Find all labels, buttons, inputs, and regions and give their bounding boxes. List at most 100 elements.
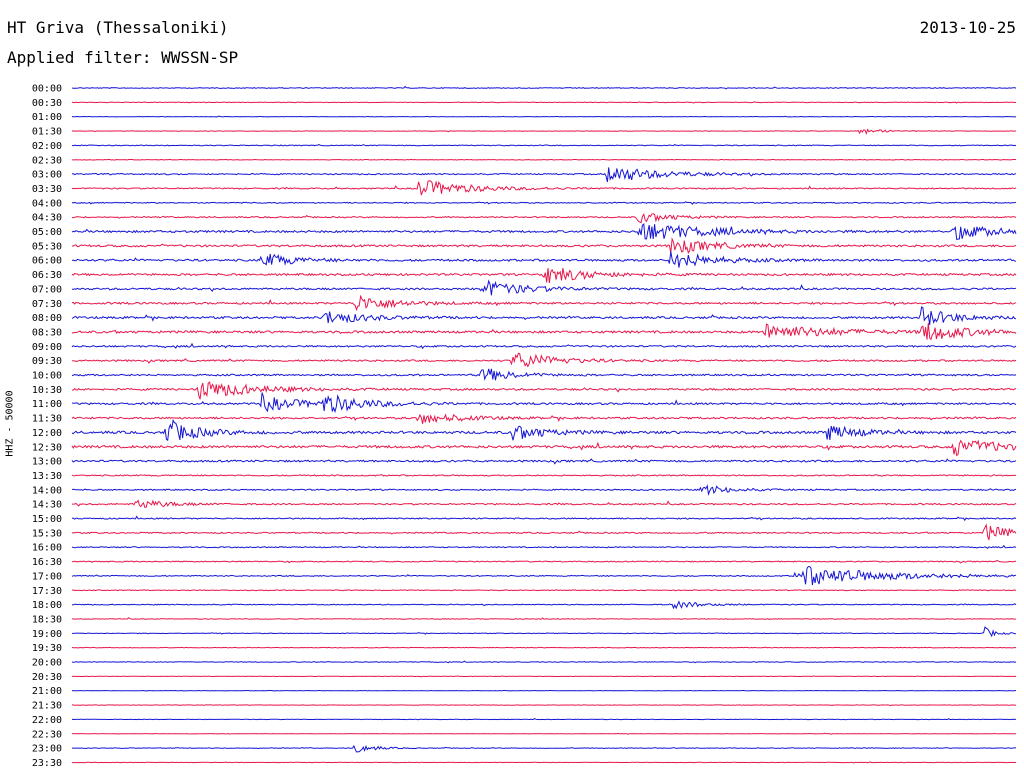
time-label: 16:00 <box>32 543 62 554</box>
seismic-trace-1400 <box>71 484 1017 496</box>
time-label: 08:30 <box>32 327 62 338</box>
time-label: 10:30 <box>32 385 62 396</box>
seismic-trace-0830 <box>71 322 1017 341</box>
seismic-trace-0600 <box>71 251 1017 268</box>
seismic-trace-1830 <box>72 617 1017 621</box>
time-label: 18:00 <box>32 600 62 611</box>
time-label: 02:00 <box>32 141 62 152</box>
time-label: 03:30 <box>32 184 62 195</box>
time-label: 11:00 <box>32 399 62 410</box>
seismic-trace-1330 <box>71 474 1017 477</box>
time-label: 20:00 <box>32 658 62 669</box>
seismic-trace-1130 <box>71 413 1017 424</box>
time-label: 04:30 <box>32 213 62 224</box>
time-label: 11:30 <box>32 414 62 425</box>
time-label: 08:00 <box>32 313 62 324</box>
seismic-trace-1000 <box>71 368 1017 381</box>
time-label: 23:30 <box>32 758 62 769</box>
seismic-trace-1630 <box>71 559 1017 564</box>
seismic-trace-0800 <box>71 306 1017 326</box>
seismic-trace-0700 <box>71 279 1017 296</box>
time-label: 07:00 <box>32 284 62 295</box>
seismic-trace-0400 <box>71 201 1017 206</box>
time-label: 17:00 <box>32 571 62 582</box>
seismic-trace-2230 <box>72 732 1016 735</box>
station-title: HT Griva (Thessaloniki) <box>7 18 229 37</box>
seismic-trace-0430 <box>71 212 1017 224</box>
seismic-trace-1300 <box>71 458 1017 465</box>
seismic-trace-2000 <box>71 660 1017 664</box>
seismic-trace-0300 <box>71 167 1017 183</box>
time-label: 21:30 <box>32 701 62 712</box>
seismic-trace-2330 <box>71 761 1017 764</box>
time-label: 10:00 <box>32 371 62 382</box>
seismic-trace-1600 <box>71 544 1017 549</box>
seismic-trace-1100 <box>72 392 1017 414</box>
seismic-trace-0000 <box>71 85 1017 90</box>
seismic-trace-1430 <box>72 499 1017 508</box>
time-label-group: 00:00 00:30 01:00 01:30 02:00 02:30 03:00 03:30… <box>32 84 62 769</box>
seismic-trace-0100 <box>71 115 1017 118</box>
seismic-trace-1530 <box>71 523 1017 541</box>
time-label: 20:30 <box>32 672 62 683</box>
seismic-trace-0530 <box>72 237 1017 254</box>
time-label: 09:00 <box>32 342 62 353</box>
time-label: 21:00 <box>32 686 62 697</box>
seismic-trace-0930 <box>71 352 1017 368</box>
time-label: 16:30 <box>32 557 62 568</box>
seismic-trace-1500 <box>71 515 1017 522</box>
time-label: 09:30 <box>32 356 62 367</box>
time-label: 12:30 <box>32 442 62 453</box>
time-label: 22:30 <box>32 729 62 740</box>
time-label: 00:30 <box>32 98 62 109</box>
time-label: 18:30 <box>32 614 62 625</box>
time-label: 02:30 <box>32 155 62 166</box>
time-label: 06:00 <box>32 256 62 267</box>
time-label: 13:30 <box>32 471 62 482</box>
time-label: 13:00 <box>32 457 62 468</box>
time-label: 01:00 <box>32 112 62 123</box>
time-label: 06:30 <box>32 270 62 281</box>
time-label: 05:00 <box>32 227 62 238</box>
seismic-trace-1900 <box>71 626 1017 638</box>
seismic-trace-2030 <box>71 675 1017 678</box>
seismic-trace-1730 <box>71 589 1017 592</box>
time-label: 14:30 <box>32 500 62 511</box>
time-label: 22:00 <box>32 715 62 726</box>
seismic-trace-0330 <box>71 180 1017 196</box>
time-label: 07:30 <box>32 299 62 310</box>
seismic-trace-0500 <box>71 223 1017 241</box>
time-label: 03:00 <box>32 170 62 181</box>
seismic-trace-2300 <box>71 744 1017 753</box>
time-label: 19:00 <box>32 629 62 640</box>
seismic-trace-0130 <box>71 128 1017 135</box>
seismic-trace-0730 <box>71 294 1017 312</box>
seismic-trace-2130 <box>71 704 1017 707</box>
seismic-trace-1030 <box>71 381 1017 400</box>
time-label: 00:00 <box>32 84 62 95</box>
seismic-trace-0630 <box>71 267 1017 284</box>
seismic-trace-0200 <box>71 143 1017 147</box>
time-label: 05:30 <box>32 241 62 252</box>
seismic-trace-1800 <box>71 600 1017 610</box>
time-label: 19:30 <box>32 643 62 654</box>
time-label: 23:00 <box>32 744 62 755</box>
time-label: 12:00 <box>32 428 62 439</box>
seismic-trace-1700 <box>71 566 1017 586</box>
seismic-trace-2200 <box>71 718 1017 721</box>
trace-group <box>71 85 1017 764</box>
date-label: 2013-10-25 <box>919 18 1016 37</box>
seismic-trace-0030 <box>71 101 1017 104</box>
seismic-trace-0230 <box>71 158 1017 161</box>
time-label: 15:00 <box>32 514 62 525</box>
seismic-trace-1930 <box>71 646 1017 649</box>
seismic-trace-0900 <box>71 342 1017 350</box>
filter-label: Applied filter: WWSSN-SP <box>7 48 239 67</box>
seismic-trace-1200 <box>71 418 1017 442</box>
time-label: 15:30 <box>32 528 62 539</box>
seismic-trace-1230 <box>71 439 1017 457</box>
time-label: 01:30 <box>32 127 62 138</box>
time-label: 04:00 <box>32 198 62 209</box>
time-label: 14:00 <box>32 485 62 496</box>
